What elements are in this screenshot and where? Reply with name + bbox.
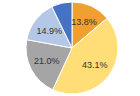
svg-text:21.0%: 21.0%	[34, 56, 60, 66]
svg-text:43.1%: 43.1%	[82, 60, 108, 70]
svg-text:14.9%: 14.9%	[37, 26, 63, 36]
svg-text:13.8%: 13.8%	[71, 17, 97, 27]
